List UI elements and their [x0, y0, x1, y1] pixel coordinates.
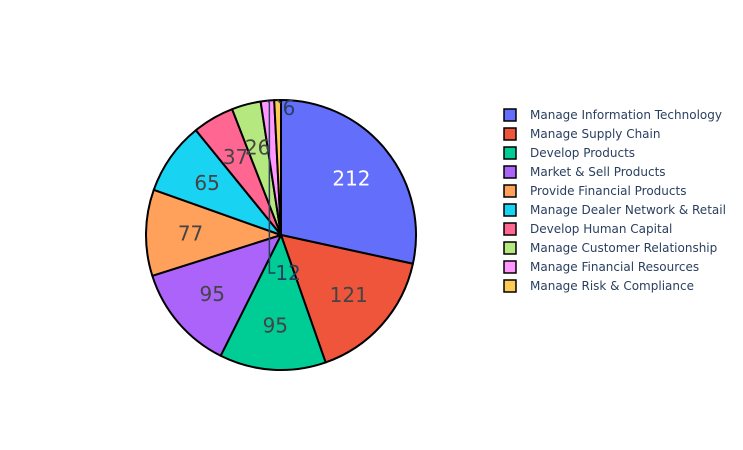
legend-label: Manage Dealer Network & Retail — [530, 203, 726, 217]
legend: Manage Information Technology Manage Supp… — [503, 108, 726, 293]
legend-swatch — [503, 108, 517, 122]
legend-item-manage-financial-resources[interactable]: Manage Financial Resources — [503, 260, 699, 274]
legend-item-manage-risk-and-compliance[interactable]: Manage Risk & Compliance — [503, 279, 694, 293]
legend-label: Provide Financial Products — [530, 184, 686, 198]
legend-swatch — [503, 222, 517, 236]
outside-label-manage-risk-and-compliance: 6 — [277, 96, 296, 120]
legend-item-market-and-sell-products[interactable]: Market & Sell Products — [503, 165, 666, 179]
legend-swatch — [503, 146, 517, 160]
svg-text:12: 12 — [275, 261, 300, 285]
legend-swatch — [503, 184, 517, 198]
legend-label: Manage Customer Relationship — [530, 241, 717, 255]
pie-slice-provide-financial-products[interactable] — [145, 188, 282, 277]
slice-label-develop-human-capital: 37 — [223, 145, 248, 169]
slice-label-manage-supply-chain: 121 — [330, 283, 368, 307]
legend-swatch — [503, 165, 517, 179]
svg-text:6: 6 — [283, 96, 296, 120]
slice-label-manage-information-technology: 212 — [332, 166, 370, 190]
legend-swatch — [503, 279, 517, 293]
pie-slice-manage-risk-and-compliance[interactable] — [273, 98, 282, 236]
legend-swatch — [503, 203, 517, 217]
pie-slice-manage-information-technology[interactable] — [280, 99, 417, 265]
slice-label-provide-financial-products: 77 — [178, 221, 203, 245]
pie-slice-manage-supply-chain[interactable] — [280, 234, 414, 364]
legend-item-provide-financial-products[interactable]: Provide Financial Products — [503, 184, 686, 198]
legend-swatch — [503, 127, 517, 141]
slice-label-manage-dealer-network-and-retail: 65 — [194, 171, 219, 195]
slice-label-manage-customer-relationship: 26 — [245, 136, 270, 160]
legend-item-manage-customer-relationship[interactable]: Manage Customer Relationship — [503, 241, 717, 255]
slice-label-develop-products: 95 — [263, 313, 288, 337]
slice-label-market-and-sell-products: 95 — [200, 282, 225, 306]
legend-item-manage-dealer-network-and-retail[interactable]: Manage Dealer Network & Retail — [503, 203, 726, 217]
legend-item-manage-supply-chain[interactable]: Manage Supply Chain — [503, 127, 660, 141]
legend-label: Manage Financial Resources — [530, 260, 699, 274]
legend-label: Manage Risk & Compliance — [530, 279, 694, 293]
legend-label: Manage Supply Chain — [530, 127, 660, 141]
legend-label: Market & Sell Products — [530, 165, 666, 179]
legend-label: Develop Products — [530, 146, 635, 160]
legend-item-manage-information-technology[interactable]: Manage Information Technology — [503, 108, 722, 122]
pie-slice-develop-products[interactable] — [219, 234, 327, 371]
legend-swatch — [503, 260, 517, 274]
pie-slices — [145, 98, 417, 371]
legend-label: Develop Human Capital — [530, 222, 672, 236]
pie-slice-market-and-sell-products[interactable] — [151, 234, 282, 357]
legend-swatch — [503, 241, 517, 255]
outside-label-manage-financial-resources: 12 — [266, 100, 301, 285]
legend-label: Manage Information Technology — [530, 108, 722, 122]
legend-item-develop-human-capital[interactable]: Develop Human Capital — [503, 222, 672, 236]
legend-item-develop-products[interactable]: Develop Products — [503, 146, 635, 160]
